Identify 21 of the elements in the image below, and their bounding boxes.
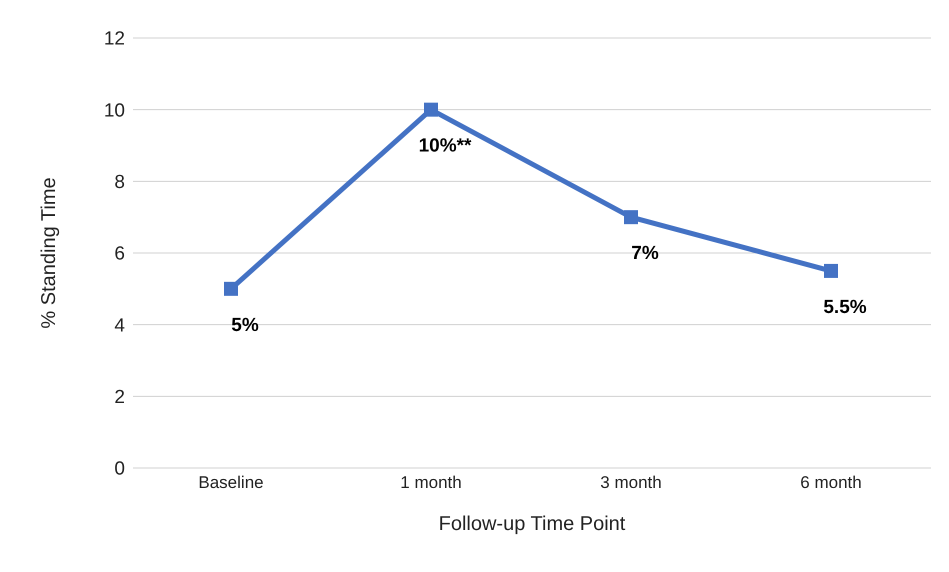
y-axis-title: % Standing Time: [38, 177, 60, 329]
y-tick-label: 6: [114, 244, 125, 265]
x-tick-label: 1 month: [400, 473, 462, 492]
point: [624, 210, 638, 224]
x-tick-label: Baseline: [198, 473, 264, 492]
data-label: 5.5%: [823, 296, 867, 318]
y-tick-label: 12: [104, 28, 125, 50]
point: [824, 264, 838, 278]
data-label: 10%**: [418, 136, 472, 157]
y-tick-label: 0: [114, 458, 125, 480]
point: [424, 102, 438, 117]
x-tick-label: 6 month: [800, 473, 862, 492]
point: [224, 282, 238, 296]
data-label: 7%: [631, 243, 659, 264]
x-tick-label: 3 month: [600, 473, 662, 492]
y-tick-label: 2: [114, 387, 125, 408]
x-axis-title: Follow-up Time Point: [438, 513, 626, 535]
data-label: 5%: [231, 314, 259, 336]
y-tick-label: 10: [104, 100, 125, 122]
y-tick-label: 8: [114, 172, 125, 194]
y-tick-label: 4: [114, 315, 126, 336]
